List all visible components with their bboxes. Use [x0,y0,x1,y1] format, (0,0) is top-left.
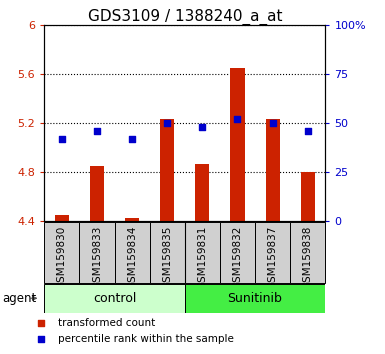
Point [263,256,269,261]
FancyBboxPatch shape [185,222,220,283]
Point [59,136,65,142]
Point [305,128,311,134]
Text: GSM159838: GSM159838 [303,225,313,289]
Text: GSM159831: GSM159831 [198,225,208,289]
Text: GSM159835: GSM159835 [162,225,172,289]
Text: GSM159832: GSM159832 [233,225,243,289]
FancyBboxPatch shape [115,222,150,283]
Title: GDS3109 / 1388240_a_at: GDS3109 / 1388240_a_at [87,8,282,25]
Text: GSM159830: GSM159830 [57,225,67,289]
Point [270,120,276,126]
Text: Sunitinib: Sunitinib [228,292,283,305]
Point [199,124,206,130]
Text: percentile rank within the sample: percentile rank within the sample [59,334,234,344]
Bar [231,68,244,221]
Text: control: control [93,292,136,305]
Point [263,111,269,116]
Bar [301,172,315,221]
Text: transformed count: transformed count [59,318,156,328]
Bar [90,166,104,221]
Text: GSM159834: GSM159834 [127,225,137,289]
Bar [55,215,69,221]
FancyBboxPatch shape [220,222,255,283]
Point [129,136,135,142]
FancyBboxPatch shape [44,222,79,283]
Bar [160,119,174,221]
Bar [266,119,280,221]
Point [94,128,100,134]
Point [164,120,170,126]
Bar [195,164,209,221]
FancyBboxPatch shape [185,284,325,313]
FancyBboxPatch shape [79,222,114,283]
Text: GSM159833: GSM159833 [92,225,102,289]
FancyBboxPatch shape [150,222,185,283]
Text: agent: agent [2,292,36,305]
FancyBboxPatch shape [44,284,185,313]
Text: GSM159837: GSM159837 [268,225,278,289]
FancyBboxPatch shape [290,222,325,283]
FancyBboxPatch shape [255,222,290,283]
Bar [125,218,139,221]
Point [234,116,241,122]
